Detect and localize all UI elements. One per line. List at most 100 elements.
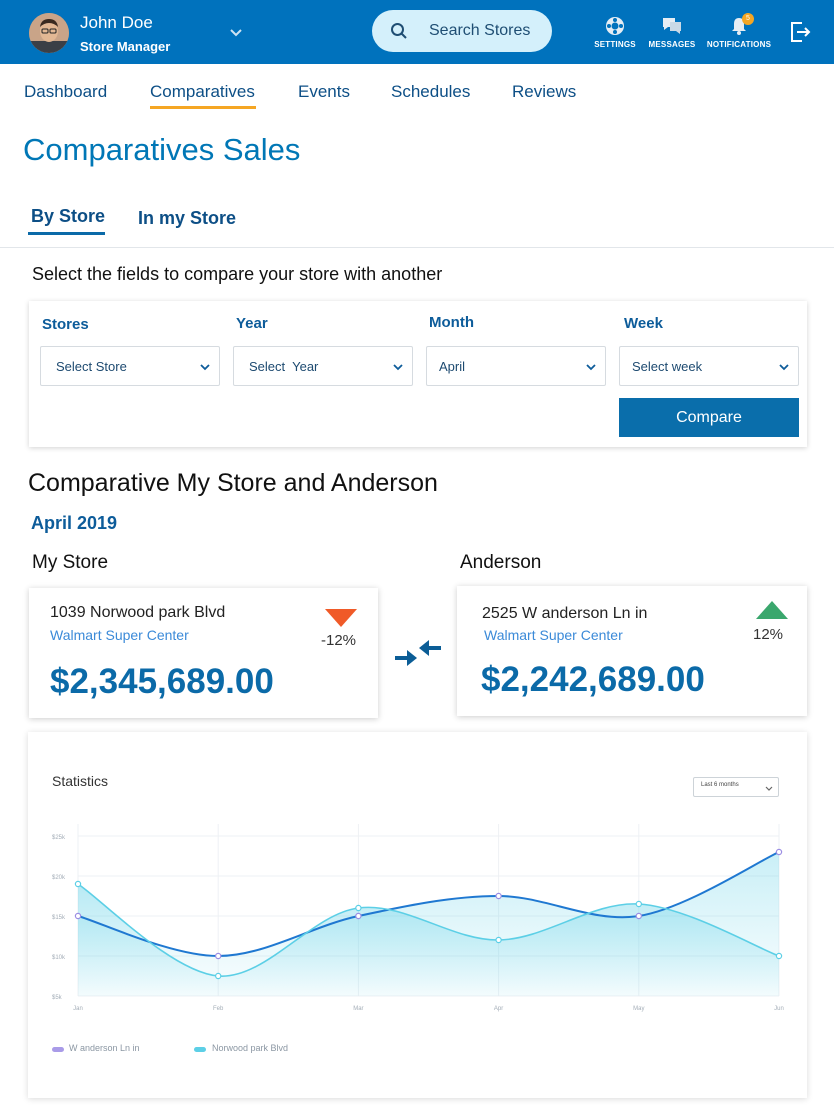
stores-label: Stores: [42, 316, 89, 333]
legend-swatch-anderson: [52, 1047, 64, 1052]
messages-icon: [663, 18, 681, 34]
statistics-chart: $5k $10k $15k $20k $25k Jan Feb Mar Apr May Jun: [52, 824, 784, 1012]
compare-button[interactable]: Compare: [619, 398, 799, 437]
year-label: Year: [236, 315, 268, 332]
stores-select-value: Select Store: [56, 359, 127, 374]
avatar[interactable]: [29, 13, 69, 53]
avatar-image: [29, 13, 69, 53]
chevron-down-icon: [586, 364, 596, 371]
instruction-text: Select the fields to compare your store …: [32, 264, 443, 284]
series-line: [77, 851, 780, 958]
chevron-down-icon: [200, 364, 210, 371]
x-tick-label: Jun: [774, 1006, 784, 1012]
active-tab-indicator: [150, 106, 256, 109]
notification-badge: 5: [742, 13, 754, 25]
statistics-title: Statistics: [52, 773, 109, 789]
y-tick-label: $25k: [52, 835, 66, 841]
trend-up-icon: [756, 601, 788, 619]
data-point: [355, 904, 362, 912]
other-store-card[interactable]: 2525 W anderson Ln in Walmart Super Cent…: [457, 586, 807, 716]
settings-button[interactable]: SETTINGS: [580, 8, 650, 60]
x-tick-label: Mar: [353, 1006, 363, 1012]
legend-label-norwood: Norwood park Blvd: [212, 1043, 289, 1053]
data-point: [775, 952, 783, 960]
my-store-chain[interactable]: Walmart Super Center: [50, 627, 189, 643]
settings-icon: [606, 17, 624, 35]
notifications-label: NOTIFICATIONS: [706, 40, 772, 49]
range-select-value: Last 6 months: [701, 782, 739, 788]
data-point: [214, 972, 222, 980]
logout-icon[interactable]: [788, 20, 812, 44]
data-point: [74, 880, 82, 888]
x-tick-label: May: [633, 1006, 644, 1012]
data-point: [635, 900, 643, 908]
data-point: [355, 912, 362, 920]
year-select-value: Select Year: [249, 359, 319, 374]
my-store-change: -12%: [321, 632, 357, 649]
week-select-value: Select week: [632, 359, 703, 374]
tab-dashboard[interactable]: Dashboard: [24, 82, 108, 101]
messages-button[interactable]: MESSAGES: [637, 8, 707, 60]
user-role: Store Manager: [80, 39, 171, 54]
week-label: Week: [624, 315, 663, 332]
year-select[interactable]: Select Year: [233, 346, 413, 386]
search-input[interactable]: Search Stores: [429, 22, 531, 39]
other-store-change: 12%: [753, 626, 784, 643]
tab-reviews[interactable]: Reviews: [512, 82, 577, 101]
other-store-heading: Anderson: [460, 552, 542, 573]
search-box[interactable]: Search Stores: [372, 10, 552, 52]
data-point: [74, 912, 82, 920]
user-menu-chevron-icon[interactable]: [228, 24, 244, 40]
other-store-chain[interactable]: Walmart Super Center: [484, 627, 623, 643]
range-select[interactable]: Last 6 months: [693, 777, 779, 797]
data-point: [775, 848, 783, 856]
y-tick-label: $5k: [52, 995, 63, 1001]
tab-comparatives[interactable]: Comparatives: [150, 82, 255, 101]
messages-label: MESSAGES: [648, 40, 696, 49]
other-store-amount: $2,242,689.00: [481, 660, 705, 699]
data-point: [635, 912, 643, 920]
top-bar: John Doe Store Manager Search Stores SET…: [0, 0, 834, 64]
comparison-period: April 2019: [31, 513, 118, 533]
statistics-card: Statistics Last 6 months $5k $10k $15k $20k…: [28, 732, 807, 1098]
y-tick-label: $20k: [52, 875, 66, 881]
tab-schedules[interactable]: Schedules: [391, 82, 471, 101]
active-subtab-indicator: [28, 232, 105, 235]
data-point: [495, 892, 502, 900]
series-area: [78, 884, 779, 996]
my-store-card[interactable]: 1039 Norwood park Blvd Walmart Super Cen…: [29, 588, 378, 718]
user-name: John Doe: [80, 13, 153, 32]
x-tick-label: Feb: [213, 1006, 224, 1012]
divider: [0, 247, 834, 248]
compare-arrows-icon: [395, 640, 441, 666]
chevron-down-icon: [779, 364, 789, 371]
stores-select[interactable]: Select Store: [40, 346, 220, 386]
my-store-heading: My Store: [32, 552, 109, 573]
subtab-in-my-store[interactable]: In my Store: [138, 208, 237, 228]
tab-events[interactable]: Events: [298, 82, 350, 101]
search-icon: [391, 23, 407, 39]
comparison-title: Comparative My Store and Anderson: [28, 469, 438, 497]
legend-label-anderson: W anderson Ln in: [69, 1043, 140, 1053]
x-tick-label: Jan: [73, 1006, 83, 1012]
other-store-address: 2525 W anderson Ln in: [482, 605, 648, 622]
y-tick-label: $15k: [52, 915, 66, 921]
subtab-by-store[interactable]: By Store: [31, 206, 106, 226]
month-select-value: April: [439, 359, 466, 374]
settings-label: SETTINGS: [594, 40, 636, 49]
month-select[interactable]: April: [426, 346, 606, 386]
data-point: [214, 952, 222, 960]
my-store-address: 1039 Norwood park Blvd: [50, 604, 226, 621]
month-label: Month: [429, 314, 474, 331]
notifications-button[interactable]: 5 NOTIFICATIONS: [704, 8, 774, 60]
chevron-down-icon: [393, 364, 403, 371]
legend-swatch-norwood: [194, 1047, 206, 1052]
week-select[interactable]: Select week: [619, 346, 799, 386]
x-tick-label: Apr: [494, 1006, 503, 1012]
data-point: [495, 936, 502, 944]
trend-down-icon: [325, 609, 357, 627]
y-tick-label: $10k: [52, 955, 66, 961]
my-store-amount: $2,345,689.00: [50, 662, 274, 701]
page-title: Comparatives Sales: [23, 132, 301, 167]
series-line: [77, 883, 780, 977]
